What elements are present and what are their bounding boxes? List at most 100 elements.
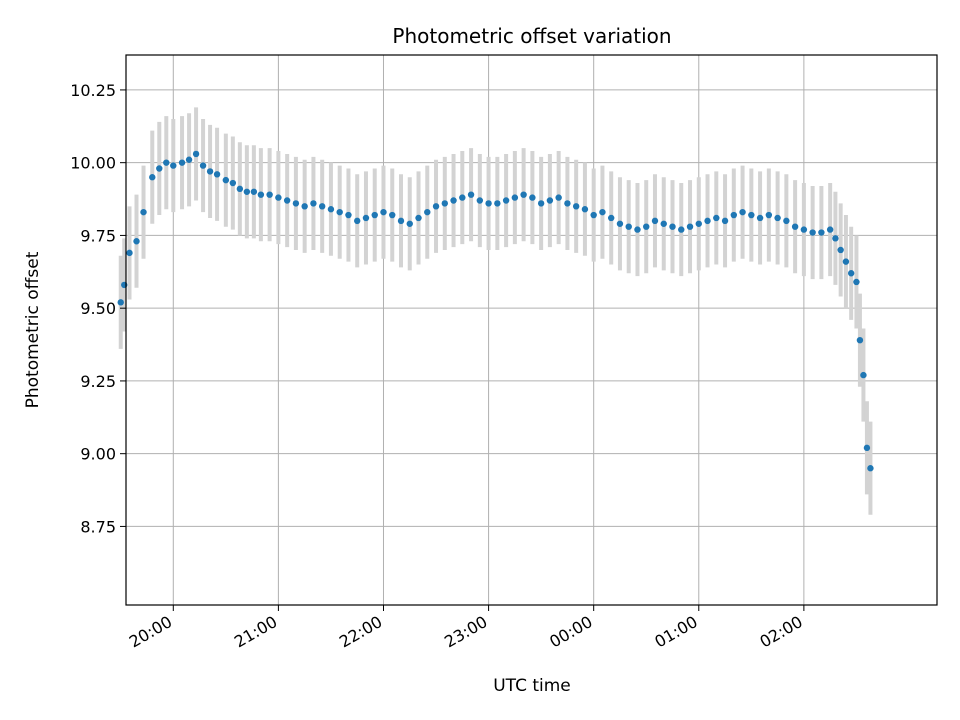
x-tick-label: 20:00 [126, 612, 175, 652]
data-point [371, 211, 378, 219]
data-point [748, 211, 755, 219]
data-points [117, 150, 874, 472]
data-point [380, 208, 387, 216]
data-point [229, 179, 237, 187]
data-point [599, 208, 606, 216]
x-tick-label: 01:00 [651, 612, 700, 652]
y-tick-label: 10.25 [70, 81, 116, 100]
x-tick-label: 00:00 [546, 612, 595, 652]
data-point [555, 194, 562, 201]
data-point [791, 223, 799, 230]
plot-frame [125, 54, 938, 606]
data-point [397, 217, 405, 225]
data-point [140, 208, 147, 216]
data-point [199, 162, 207, 169]
data-point [783, 217, 790, 225]
data-point [704, 217, 711, 225]
data-point [826, 226, 834, 233]
data-point [774, 214, 781, 222]
data-point [327, 206, 335, 213]
data-point [318, 203, 326, 210]
data-point [713, 214, 720, 222]
y-axis-label: Photometric offset [23, 251, 43, 408]
data-point [163, 159, 170, 166]
data-point [467, 191, 475, 198]
data-point [863, 444, 871, 452]
data-point [345, 211, 352, 219]
data-point [529, 194, 536, 201]
data-point [192, 150, 200, 158]
data-point [485, 200, 492, 207]
data-point [133, 238, 140, 245]
y-axis-ticks: 8.75 9.00 9.25 9.50 9.75 10.00 10.25 [70, 81, 126, 536]
data-point [643, 223, 650, 230]
data-point [149, 174, 156, 181]
y-tick-label: 9.00 [80, 445, 116, 464]
chart-title: Photometric offset variation [392, 24, 671, 48]
grid-lines [126, 55, 937, 605]
data-point [832, 235, 839, 242]
data-point [581, 206, 589, 213]
data-point [415, 214, 422, 222]
data-point [156, 165, 163, 172]
data-point [511, 194, 519, 201]
data-point [537, 200, 545, 207]
data-point [406, 220, 413, 227]
data-point [695, 220, 702, 227]
data-point [818, 229, 825, 236]
data-point [424, 208, 431, 216]
y-tick-label: 9.50 [80, 299, 116, 318]
data-point [459, 194, 466, 201]
data-point [185, 156, 193, 163]
data-point [362, 214, 370, 222]
data-point [651, 217, 659, 225]
data-point [837, 246, 844, 254]
data-point [765, 211, 773, 219]
data-point [310, 200, 317, 207]
data-point [660, 220, 667, 227]
data-point [243, 188, 251, 195]
data-point [800, 226, 808, 233]
data-point [572, 203, 580, 210]
data-point [170, 162, 177, 169]
data-point [842, 258, 850, 265]
data-point [625, 223, 632, 230]
data-point [301, 203, 308, 210]
x-tick-label: 02:00 [756, 612, 805, 652]
data-point [389, 211, 396, 219]
data-point [450, 197, 457, 204]
data-point [634, 226, 641, 233]
data-point [730, 211, 738, 219]
x-axis-ticks: 20:00 21:00 22:00 23:00 00:00 01:00 02:00 [126, 605, 806, 652]
data-point [867, 465, 874, 472]
data-point [178, 159, 186, 166]
data-point [336, 208, 343, 216]
data-point [853, 278, 860, 286]
data-point [502, 197, 510, 204]
data-point [257, 191, 265, 198]
data-point [856, 336, 864, 344]
data-point [213, 171, 221, 178]
data-point [117, 299, 124, 306]
data-point [590, 211, 597, 219]
data-point [669, 223, 676, 230]
data-point [847, 270, 855, 277]
data-point [686, 223, 694, 230]
data-point [222, 176, 230, 184]
data-point [432, 203, 440, 210]
x-tick-label: 21:00 [231, 612, 280, 652]
data-point [476, 197, 484, 204]
data-point [607, 214, 615, 222]
data-point [860, 371, 867, 379]
data-point [283, 197, 291, 204]
data-point [564, 200, 571, 207]
data-point [756, 214, 764, 222]
data-point [266, 191, 273, 198]
x-axis-label: UTC time [493, 676, 571, 696]
y-tick-label: 9.25 [80, 372, 116, 391]
x-tick-label: 23:00 [441, 612, 490, 652]
data-point [546, 197, 554, 204]
data-point [126, 249, 133, 257]
data-point [441, 200, 448, 207]
